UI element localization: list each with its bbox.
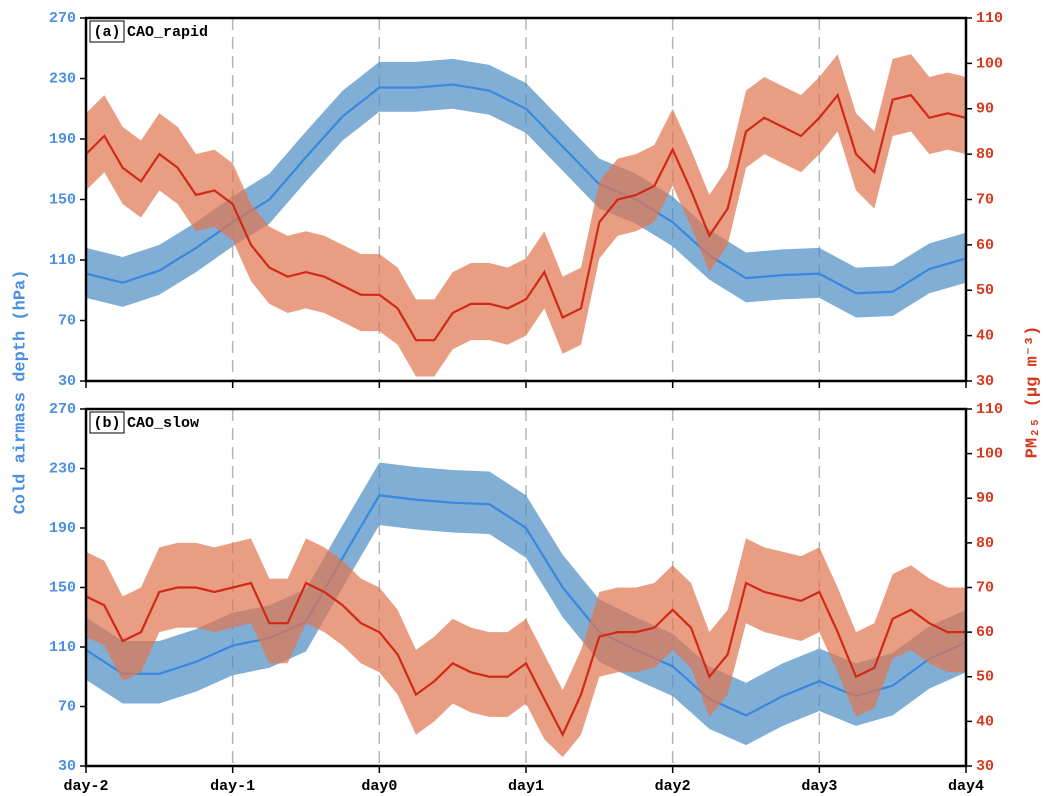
y2-tick-label: 100 [976, 446, 1003, 463]
x-tick-label: day0 [361, 778, 397, 795]
y-tick-label: 70 [58, 312, 76, 329]
plot-frame [84, 407, 968, 768]
y-tick-label: 150 [49, 579, 76, 596]
y2-tick-label: 30 [976, 758, 994, 775]
y2-tick-label: 70 [976, 579, 994, 596]
plot-area [86, 18, 966, 381]
y2-tick-label: 40 [976, 328, 994, 345]
panel-label: (b) [93, 415, 120, 432]
panel-label-box [89, 20, 125, 43]
y2-tick-label: 110 [976, 10, 1003, 27]
y-tick-label: 230 [49, 460, 76, 477]
y2-tick-label: 80 [976, 146, 994, 163]
y-tick-label: 150 [49, 191, 76, 208]
y-tick-label: 190 [49, 520, 76, 537]
band [86, 538, 966, 758]
y2-tick-label: 80 [976, 535, 994, 552]
y-tick-label: 30 [58, 758, 76, 775]
panel-title: CAO_slow [127, 415, 199, 432]
y2-tick-label: 50 [976, 669, 994, 686]
y2-tick-label: 60 [976, 624, 994, 641]
panel-label-box [89, 411, 125, 434]
y-tick-label: 110 [49, 252, 76, 269]
y2-tick-label: 50 [976, 282, 994, 299]
x-tick-label: day3 [801, 778, 837, 795]
y-tick-label: 110 [49, 639, 76, 656]
line [86, 581, 966, 738]
y2-tick-label: 70 [976, 191, 994, 208]
band [86, 58, 966, 318]
line [86, 494, 966, 717]
y-tick-label: 30 [58, 373, 76, 390]
y2-tick-label: 90 [976, 490, 994, 507]
y2-tick-label: 90 [976, 101, 994, 118]
y2-tick-label: 30 [976, 373, 994, 390]
y2-tick-label: 60 [976, 237, 994, 254]
y2-tick-label: 110 [976, 401, 1003, 418]
x-tick-label: day-1 [210, 778, 255, 795]
y-tick-label: 190 [49, 131, 76, 148]
y-tick-label: 70 [58, 698, 76, 715]
band [86, 462, 966, 746]
y2-axis-label: PM₂₅ (μg m⁻³) [1022, 326, 1042, 459]
x-tick-label: day4 [948, 778, 984, 795]
y2-tick-label: 100 [976, 55, 1003, 72]
y2-tick-label: 40 [976, 713, 994, 730]
panel-label: (a) [93, 24, 120, 41]
x-tick-label: day-2 [63, 778, 108, 795]
panel-title: CAO_rapid [127, 24, 208, 41]
plot-area [86, 409, 966, 766]
line [86, 92, 966, 342]
y-tick-label: 270 [49, 10, 76, 27]
x-tick-label: day1 [508, 778, 544, 795]
y-tick-label: 230 [49, 70, 76, 87]
plot-frame [84, 16, 968, 383]
y-tick-label: 270 [49, 401, 76, 418]
x-tick-label: day2 [655, 778, 691, 795]
y-axis-label: Cold airmass depth (hPa) [11, 270, 30, 515]
